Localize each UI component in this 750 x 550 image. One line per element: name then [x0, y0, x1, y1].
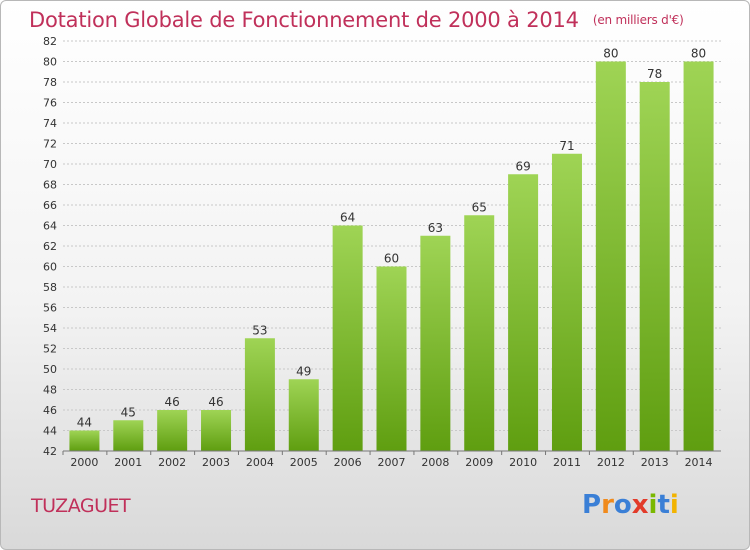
x-tick-label-2011: 2011 [553, 456, 581, 469]
logo-letter: o [613, 490, 632, 520]
y-tick-label: 74 [43, 117, 57, 130]
x-tick-label-2005: 2005 [290, 456, 318, 469]
y-tick-label: 56 [43, 302, 57, 315]
y-tick-label: 58 [43, 281, 57, 294]
bar-2005 [288, 379, 319, 451]
y-axis-ticks: 42 44 46 48 50 52 54 56 58 60 62 64 66 68 70 72 74 76 78 80… [43, 35, 57, 458]
data-label-2000: 44 [77, 416, 92, 430]
bar-2008 [420, 235, 451, 451]
data-label-2011: 71 [559, 139, 574, 153]
chart-subtitle: (en milliers d'€) [592, 13, 684, 27]
logo-letter: r [601, 490, 614, 520]
logo-letter: P [582, 490, 602, 520]
y-tick-label: 54 [43, 322, 57, 335]
data-label-2005: 49 [296, 364, 311, 378]
y-tick-label: 50 [43, 363, 57, 376]
data-labels: 44 45 46 46 53 49 64 60 63 65 69 71 80 78 80 [77, 47, 706, 430]
bar-2002 [157, 410, 188, 451]
y-tick-label: 68 [43, 179, 57, 192]
x-tick-label-2006: 2006 [334, 456, 362, 469]
data-label-2012: 80 [603, 47, 618, 61]
logo-letter: x [631, 490, 649, 520]
y-tick-label: 48 [43, 384, 57, 397]
bar-2006 [332, 225, 363, 451]
data-label-2008: 63 [428, 221, 443, 235]
data-label-2001: 45 [121, 405, 136, 419]
x-tick-label-2004: 2004 [246, 456, 274, 469]
y-tick-label: 66 [43, 199, 57, 212]
data-label-2013: 78 [647, 67, 662, 81]
proxiti-logo: Proxiti [582, 490, 679, 520]
x-axis-ticks: 2000 2001 2002 2003 2004 2005 2006 2007 2008 2009… [62, 451, 713, 469]
bar-2009 [464, 215, 495, 451]
bar-2000 [69, 430, 100, 451]
bar-2004 [244, 338, 275, 451]
data-label-2014: 80 [691, 47, 706, 61]
logo-letter: i [669, 490, 679, 520]
data-label-2006: 64 [340, 211, 355, 225]
chart-title: Dotation Globale de Fonctionnement de 20… [29, 8, 684, 32]
logo-letter: t [657, 490, 670, 520]
y-tick-label: 60 [43, 261, 57, 274]
y-tick-label: 76 [43, 97, 57, 110]
bar-2003 [201, 410, 232, 451]
bar-2014 [683, 61, 714, 451]
x-tick-label-2002: 2002 [158, 456, 186, 469]
bar-2011 [551, 153, 582, 451]
y-tick-label: 62 [43, 240, 57, 253]
bar-2001 [113, 420, 144, 451]
y-tick-label: 72 [43, 138, 57, 151]
y-tick-label: 80 [43, 56, 57, 69]
bar-2007 [376, 266, 407, 451]
bar-2013 [639, 82, 670, 451]
data-label-2010: 69 [515, 159, 530, 173]
chart-title-text: Dotation Globale de Fonctionnement de 20… [29, 8, 579, 32]
x-tick-label-2007: 2007 [378, 456, 406, 469]
data-label-2003: 46 [208, 395, 223, 409]
y-tick-label: 44 [43, 425, 57, 438]
data-label-2007: 60 [384, 252, 399, 266]
x-tick-label-2003: 2003 [202, 456, 230, 469]
x-tick-label-2000: 2000 [70, 456, 98, 469]
y-tick-label: 64 [43, 220, 57, 233]
bar-2012 [595, 61, 626, 451]
x-tick-label-2008: 2008 [421, 456, 449, 469]
bars [69, 61, 714, 451]
data-label-2004: 53 [252, 323, 267, 337]
logo-letter: i [648, 490, 658, 520]
x-tick-label-2009: 2009 [465, 456, 493, 469]
y-tick-label: 70 [43, 158, 57, 171]
data-label-2009: 65 [472, 200, 487, 214]
x-tick-label-2013: 2013 [641, 456, 669, 469]
x-tick-label-2010: 2010 [509, 456, 537, 469]
bar-2010 [508, 174, 539, 451]
y-tick-label: 46 [43, 404, 57, 417]
y-tick-label: 78 [43, 76, 57, 89]
y-tick-label: 52 [43, 343, 57, 356]
x-tick-label-2012: 2012 [597, 456, 625, 469]
data-label-2002: 46 [165, 395, 180, 409]
x-tick-label-2001: 2001 [114, 456, 142, 469]
y-tick-label: 42 [43, 445, 57, 458]
y-tick-label: 82 [43, 35, 57, 48]
commune-name: TUZAGUET [31, 495, 131, 517]
x-tick-label-2014: 2014 [685, 456, 713, 469]
